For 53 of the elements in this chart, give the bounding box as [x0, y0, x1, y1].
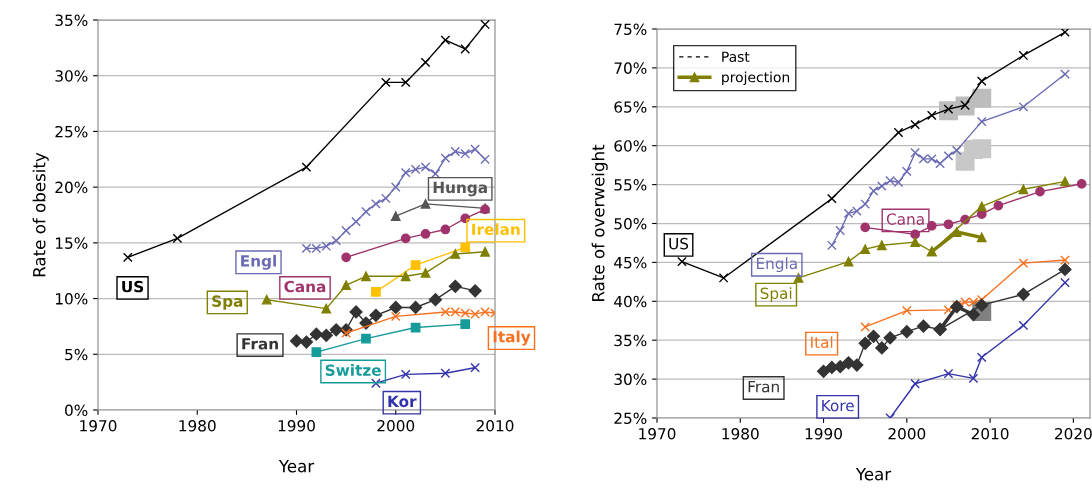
- series-label: Irelan: [472, 223, 520, 236]
- y-tick-label: 35%: [55, 14, 88, 27]
- x-tick-label: 2010: [476, 419, 514, 432]
- y-tick-label: 45%: [614, 256, 647, 269]
- series-label: Fran: [242, 338, 278, 350]
- y-tick-label: 40%: [614, 295, 647, 308]
- x-tick-label: 1990: [278, 419, 315, 432]
- y-tick-label: 50%: [614, 217, 647, 230]
- series-label: Cana: [284, 280, 326, 293]
- text: Fran: [748, 381, 779, 393]
- text: Kore: [822, 399, 854, 412]
- series-label: Ital: [811, 336, 833, 349]
- series-label: Cana: [886, 213, 924, 225]
- series-label: Hunga: [433, 181, 487, 197]
- series-label: Spa: [212, 295, 243, 310]
- x-tick-label: 1970: [80, 419, 117, 432]
- x-tick-label: 1980: [179, 419, 216, 432]
- y-axis-title: Rate of overweight: [591, 144, 608, 301]
- series-label: Switze: [325, 364, 381, 376]
- x-tick-label: 1980: [722, 427, 759, 440]
- series-label: Italy: [493, 330, 531, 346]
- annotation: Past: [722, 51, 750, 62]
- legend-label: projection: [722, 71, 790, 86]
- y-tick-label: 0%: [65, 404, 88, 417]
- x-tick-label: 2000: [377, 419, 415, 432]
- y-tick-label: 20%: [55, 181, 88, 194]
- x-tick-label: 2010: [971, 427, 1009, 440]
- series-label: Kor: [388, 395, 417, 408]
- y-tick-label: 30%: [55, 70, 88, 82]
- series-label: US: [669, 237, 689, 250]
- series-label: US: [122, 280, 144, 293]
- x-tick-label: 2000: [888, 427, 926, 440]
- y-tick-label: 30%: [614, 373, 647, 386]
- series-label: Engl: [241, 254, 276, 270]
- x-axis-title: Year: [855, 468, 892, 481]
- x-tick-label: 1970: [639, 427, 676, 440]
- y-tick-label: 35%: [614, 334, 647, 347]
- series-label: Spai: [760, 287, 792, 303]
- y-tick-label: 70%: [614, 62, 647, 74]
- y-tick-label: 25%: [614, 412, 647, 425]
- y-tick-label: 65%: [614, 101, 647, 113]
- x-tick-label: 1990: [805, 427, 842, 440]
- text: Engla: [756, 257, 797, 273]
- x-tick-label: 2020: [1055, 427, 1092, 440]
- y-tick-label: 55%: [614, 179, 647, 191]
- y-tick-label: 60%: [614, 140, 647, 152]
- x-axis-title: Year: [278, 460, 315, 473]
- y-tick-label: 25%: [55, 125, 88, 138]
- y-tick-label: 15%: [56, 237, 88, 249]
- y-tick-label: 75%: [614, 23, 647, 36]
- y-tick-label: 5%: [65, 348, 88, 361]
- y-axis-title: Rate of obesity: [32, 152, 49, 277]
- y-tick-label: 10%: [56, 293, 88, 305]
